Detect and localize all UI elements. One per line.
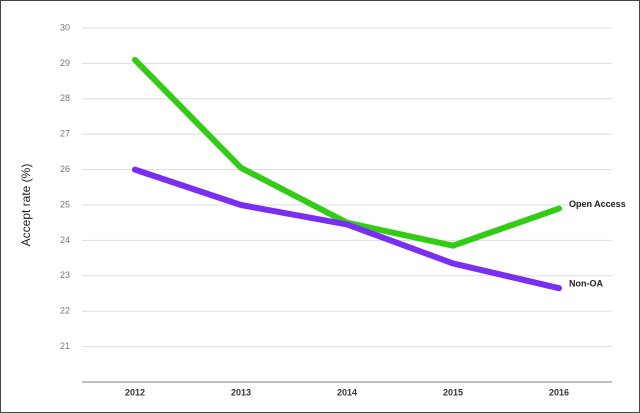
y-tick-label: 24 <box>60 235 70 245</box>
y-tick-label: 28 <box>60 93 70 103</box>
y-tick-label: 30 <box>60 22 70 32</box>
x-tick-label: 2012 <box>125 387 145 397</box>
y-tick-label: 25 <box>60 199 70 209</box>
series-line <box>132 166 562 292</box>
legend-label: Non-OA <box>569 279 603 289</box>
x-tick-label: 2016 <box>549 387 569 397</box>
x-tick-label: 2014 <box>337 387 357 397</box>
y-tick-label: 23 <box>60 270 70 280</box>
y-axis-label: Accept rate (%) <box>19 164 33 247</box>
x-tick-label: 2015 <box>443 387 463 397</box>
x-tick-label: 2013 <box>231 387 251 397</box>
legend-label: Open Access <box>569 199 626 209</box>
y-tick-label: 26 <box>60 164 70 174</box>
y-tick-label: 29 <box>60 58 70 68</box>
y-tick-label: 27 <box>60 129 70 139</box>
y-tick-label: 21 <box>60 341 70 351</box>
y-tick-label: 22 <box>60 306 70 316</box>
